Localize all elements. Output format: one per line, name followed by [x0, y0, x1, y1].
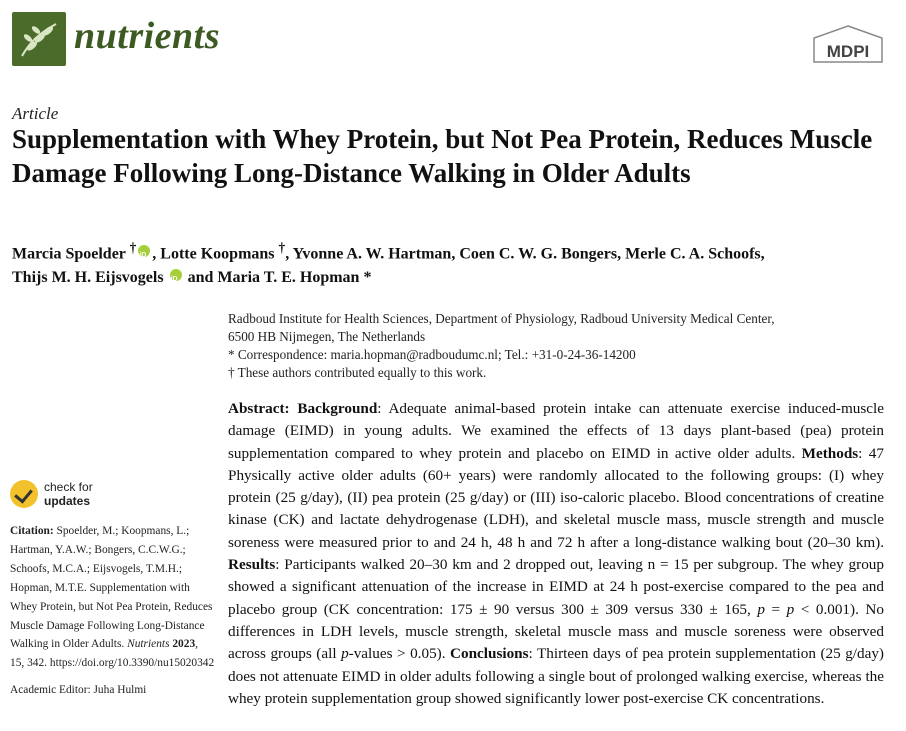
orcid-icon[interactable]	[138, 244, 151, 268]
p-symbol: p	[786, 600, 795, 618]
author-conjunction: and	[187, 269, 214, 287]
article-title: Supplementation with Whey Protein, but N…	[12, 124, 873, 188]
p-symbol: p	[757, 600, 765, 618]
citation-text: Spoelder, M.; Koopmans, L.; Hartman, Y.A…	[10, 525, 213, 651]
check-label: check for	[44, 480, 93, 494]
results-label: Results	[228, 556, 276, 574]
sidebar: check for updates Citation: Spoelder, M.…	[10, 480, 215, 700]
orcid-icon[interactable]	[169, 268, 182, 292]
mdpi-logo[interactable]: MDPI	[812, 24, 884, 64]
journal-logo-icon	[12, 12, 66, 66]
abstract: Abstract: Background: Adequate animal-ba…	[228, 398, 884, 710]
methods-text: : 47 Physically active older adults (60+…	[228, 444, 884, 551]
author-name[interactable]: Yvonne A. W. Hartman	[292, 245, 452, 263]
equal-contribution-note: † These authors contributed equally to t…	[228, 365, 487, 380]
author-name[interactable]: Marcia Spoelder	[12, 245, 126, 263]
citation-year: 2023	[172, 638, 196, 651]
citation-doi[interactable]: , 15, 342. https://doi.org/10.3390/nu150…	[10, 638, 215, 670]
citation-journal: Nutrients	[127, 638, 170, 651]
academic-editor: Academic Editor: Juha Hulmi	[10, 684, 147, 697]
mdpi-logo-text: MDPI	[827, 42, 870, 61]
conclusions-text: : Thirteen days of pea protein supplemen…	[228, 645, 884, 707]
author-name[interactable]: Coen C. W. G. Bongers	[459, 245, 618, 263]
conclusions-label: Conclusions	[450, 645, 529, 663]
p-symbol: p	[341, 645, 349, 663]
author-list: Marcia Spoelder †, Lotte Koopmans †, Yvo…	[12, 236, 892, 292]
journal-name[interactable]: nutrients	[74, 15, 221, 57]
corresponding-mark: *	[363, 269, 372, 287]
background-text: : Adequate animal-based protein intake c…	[228, 400, 885, 462]
article-type: Article	[12, 104, 59, 123]
results-text: -values > 0.05).	[348, 645, 451, 663]
affiliation-line: 6500 HB Nijmegen, The Netherlands	[228, 329, 426, 344]
correspondence: * Correspondence: maria.hopman@radboudum…	[228, 347, 636, 362]
results-text: : Participants walked 20–30 km and 2 dro…	[228, 556, 884, 618]
results-text: =	[764, 600, 787, 618]
author-name[interactable]: Maria T. E. Hopman	[217, 269, 360, 287]
affiliation-line: Radboud Institute for Health Sciences, D…	[228, 311, 775, 326]
check-for-updates-button[interactable]: check for updates	[10, 480, 215, 512]
check-for-updates-icon	[10, 480, 38, 508]
affiliations: Radboud Institute for Health Sciences, D…	[228, 310, 888, 382]
citation: Citation: Spoelder, M.; Koopmans, L.; Ha…	[10, 522, 215, 673]
equal-contribution-mark: †	[129, 240, 137, 255]
author-name[interactable]: Lotte Koopmans	[160, 245, 275, 263]
equal-contribution-mark: †	[278, 240, 286, 255]
background-label: Background	[297, 400, 378, 417]
citation-label: Citation:	[10, 525, 54, 537]
methods-label: Methods	[801, 444, 859, 462]
updates-label: updates	[44, 494, 91, 508]
author-name[interactable]: Merle C. A. Schoofs	[625, 245, 761, 263]
journal-header: nutrients MDPI	[12, 10, 894, 72]
author-name[interactable]: Thijs M. H. Eijsvogels	[12, 269, 164, 287]
results-text: < 0.001). No differences in LDH levels, …	[228, 600, 884, 663]
abstract-label: Abstract:	[228, 400, 290, 417]
